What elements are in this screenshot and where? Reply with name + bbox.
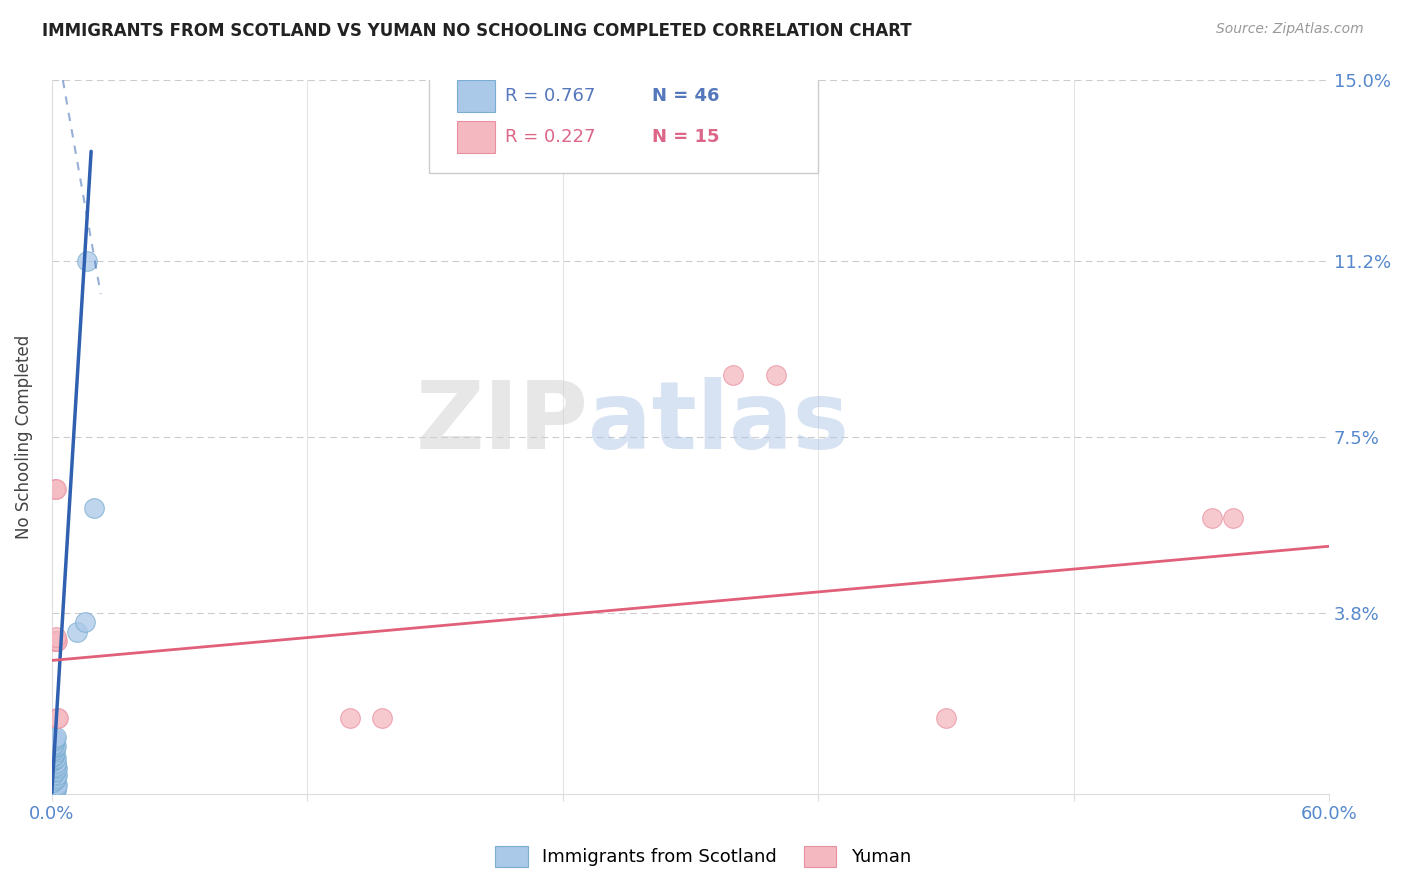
Point xyxy=(44,741,66,756)
Point xyxy=(44,757,66,772)
Point xyxy=(76,253,98,268)
Point xyxy=(45,780,67,795)
Point xyxy=(46,760,69,774)
Point xyxy=(73,615,96,630)
Text: Source: ZipAtlas.com: Source: ZipAtlas.com xyxy=(1216,22,1364,37)
Point xyxy=(765,368,787,382)
Point xyxy=(45,756,67,770)
Point xyxy=(42,767,65,781)
Point xyxy=(46,710,69,724)
Text: N = 46: N = 46 xyxy=(652,87,720,104)
Point xyxy=(45,739,67,753)
Point xyxy=(44,765,66,780)
Point xyxy=(44,734,66,748)
Point xyxy=(42,774,65,789)
Point xyxy=(45,783,67,797)
Legend: Immigrants from Scotland, Yuman: Immigrants from Scotland, Yuman xyxy=(488,838,918,874)
Point xyxy=(42,760,65,774)
Point xyxy=(45,730,67,744)
FancyBboxPatch shape xyxy=(429,59,818,173)
Point xyxy=(44,731,66,746)
Point xyxy=(935,710,957,724)
Point xyxy=(42,739,65,753)
Point xyxy=(45,634,67,648)
Text: N = 15: N = 15 xyxy=(652,128,720,146)
Point xyxy=(45,770,67,784)
Point xyxy=(45,482,67,496)
Point xyxy=(44,763,66,777)
Point xyxy=(42,749,65,764)
Point xyxy=(44,773,66,788)
Point xyxy=(45,772,67,786)
Point xyxy=(66,624,89,639)
Point xyxy=(370,710,392,724)
Point xyxy=(44,739,66,754)
Point xyxy=(45,777,67,791)
Y-axis label: No Schooling Completed: No Schooling Completed xyxy=(15,334,32,539)
Text: atlas: atlas xyxy=(588,376,849,468)
Point xyxy=(46,767,69,781)
Point xyxy=(46,634,69,648)
Point xyxy=(45,630,67,644)
Point xyxy=(42,754,65,768)
Text: ZIP: ZIP xyxy=(415,376,588,468)
Point xyxy=(42,758,65,772)
Point xyxy=(44,747,66,762)
Point xyxy=(44,482,66,496)
Point xyxy=(1201,510,1223,524)
Bar xyxy=(457,120,495,153)
Point xyxy=(42,781,65,796)
Point xyxy=(42,744,65,758)
Point xyxy=(44,745,66,759)
Text: IMMIGRANTS FROM SCOTLAND VS YUMAN NO SCHOOLING COMPLETED CORRELATION CHART: IMMIGRANTS FROM SCOTLAND VS YUMAN NO SCH… xyxy=(42,22,912,40)
Point xyxy=(45,759,67,773)
Point xyxy=(42,753,65,767)
Point xyxy=(1222,510,1244,524)
Point xyxy=(44,784,66,798)
Point xyxy=(42,772,65,787)
Point xyxy=(42,783,65,797)
Point xyxy=(83,501,105,516)
Text: R = 0.767: R = 0.767 xyxy=(505,87,596,104)
Point xyxy=(721,368,744,382)
Point xyxy=(45,764,67,778)
Bar xyxy=(457,80,495,112)
Point xyxy=(44,780,66,794)
Point xyxy=(42,748,65,763)
Point xyxy=(44,634,66,648)
Point xyxy=(42,743,65,757)
Point xyxy=(45,751,67,765)
Point xyxy=(46,710,69,724)
Point xyxy=(46,778,69,792)
Text: R = 0.227: R = 0.227 xyxy=(505,128,596,146)
Point xyxy=(44,752,66,766)
Point xyxy=(42,737,65,751)
Point xyxy=(339,710,361,724)
